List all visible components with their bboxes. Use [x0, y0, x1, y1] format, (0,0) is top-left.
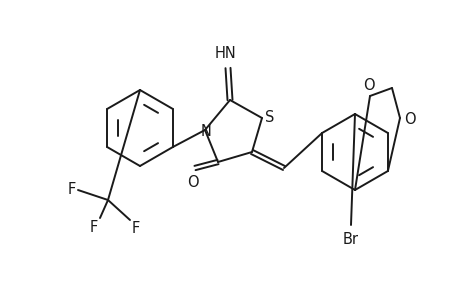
- Text: HN: HN: [215, 46, 236, 61]
- Text: F: F: [67, 182, 76, 197]
- Text: F: F: [90, 220, 98, 235]
- Text: S: S: [264, 110, 274, 124]
- Text: O: O: [187, 175, 198, 190]
- Text: O: O: [363, 78, 374, 93]
- Text: O: O: [403, 112, 415, 128]
- Text: F: F: [132, 221, 140, 236]
- Text: Br: Br: [342, 232, 358, 247]
- Text: N: N: [200, 124, 211, 139]
